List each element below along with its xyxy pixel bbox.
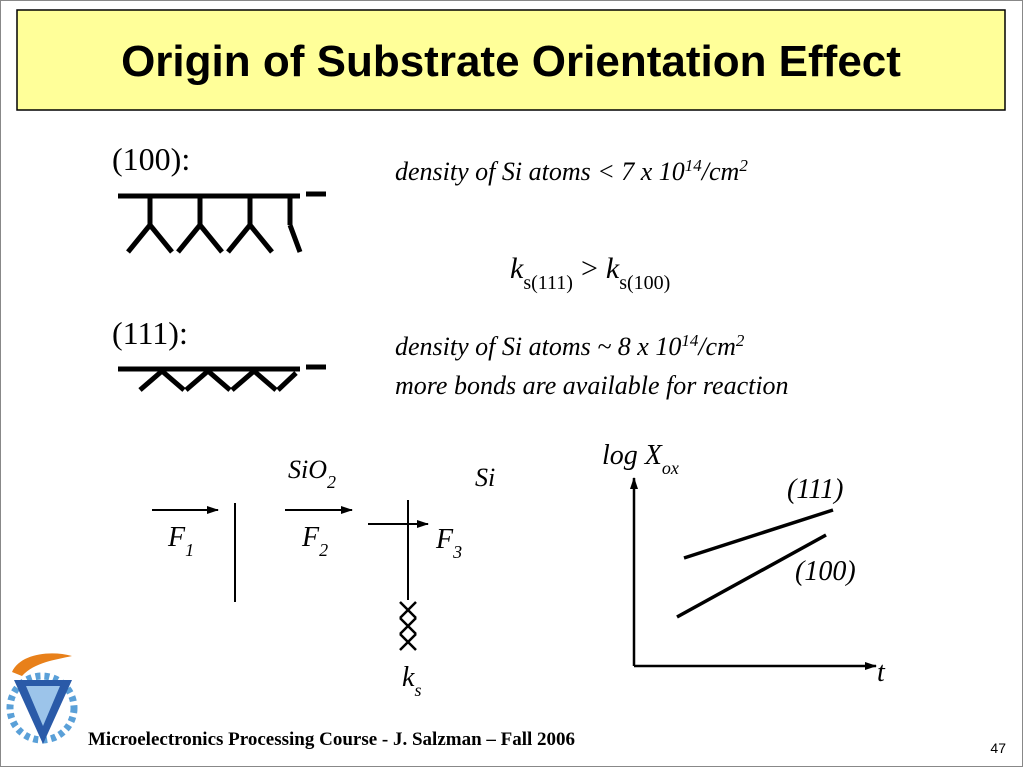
x-axis-label: t [877,657,886,688]
logo-gear [6,672,78,744]
superscript: 14 [685,156,703,175]
flux-label: F1 [167,522,194,560]
symbol: F [301,522,320,553]
trend-line [676,533,827,619]
subscript: s [414,680,421,700]
subscript: 2 [327,472,336,492]
slide-title: Origin of Substrate Orientation Effect [121,37,901,86]
text: SiO [288,455,327,484]
graph [630,477,877,670]
symbol: k [402,662,415,693]
orientation-label: (111): [112,315,188,351]
logo [6,653,78,744]
flux-diagram [152,500,429,651]
logo-v-inner [26,686,60,726]
rate-comparison: ks(111) > ks(100) [510,252,670,294]
logo-flame [12,653,72,676]
density-text: density of Si atoms ~ 8 x 1014/cm2 [395,331,745,362]
text: /cm [696,332,736,361]
title-box [16,9,1006,111]
superscript: 2 [736,331,745,350]
superscript: 14 [681,331,699,350]
rate-label: ks [402,662,421,700]
superscript: 2 [739,156,748,175]
subscript: s(111) [523,272,573,294]
text: density of Si atoms < 7 x 10 [395,157,685,186]
subscript: s(100) [619,272,670,294]
region-label: SiO2 [288,455,336,492]
text: /cm [700,157,740,186]
text: density of Si atoms ~ 8 x 10 [395,332,681,361]
footer-text: Microelectronics Processing Course - J. … [88,729,575,750]
symbol: k [510,252,524,285]
note-text: more bonds are available for reaction [395,371,789,400]
bond-legs [126,196,303,254]
bond-legs [138,367,298,392]
bond-diagram-111 [118,364,326,392]
symbol: k [606,252,620,285]
subscript: 3 [452,542,462,562]
flux-label: F3 [435,524,462,562]
subscript: 1 [185,540,194,560]
symbol: F [167,522,186,553]
page-number: 47 [990,740,1006,756]
line-label: (111) [787,474,844,505]
reaction-symbol [399,601,417,651]
orientation-label: (100): [112,141,190,177]
density-text: density of Si atoms < 7 x 1014/cm2 [395,156,748,187]
subscript: ox [662,458,679,478]
bond-diagram-100 [118,191,326,254]
trend-line [683,508,834,560]
region-label: Si [475,463,495,492]
text: log X [602,440,663,471]
flux-label: F2 [301,522,328,560]
y-axis-label: log Xox [602,440,679,478]
relation: > [581,252,598,285]
subscript: 2 [319,540,328,560]
line-label: (100) [795,556,856,587]
symbol: F [435,524,454,555]
